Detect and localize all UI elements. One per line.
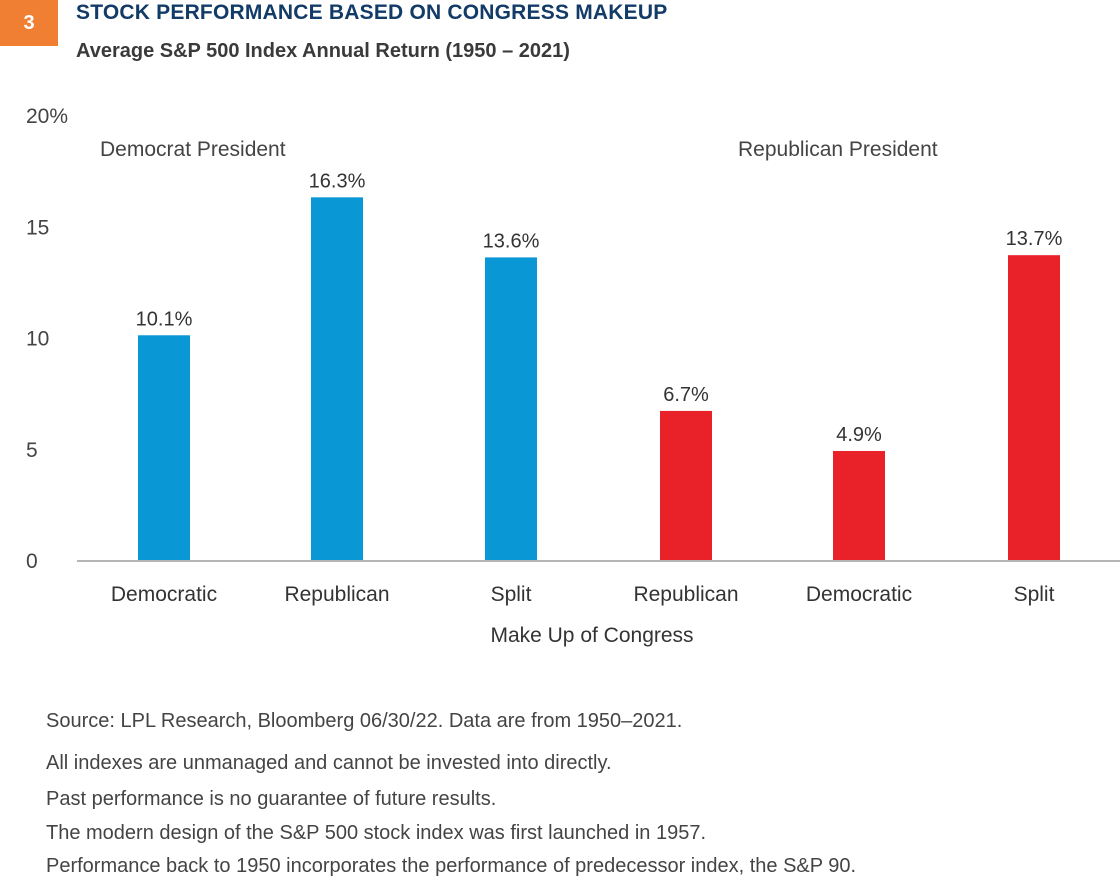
y-tick-label: 15 xyxy=(26,216,49,239)
bar xyxy=(833,450,885,560)
bar xyxy=(311,197,363,560)
group-label-democrat-president: Democrat President xyxy=(100,138,286,161)
data-label: 13.6% xyxy=(483,230,540,252)
data-label: 10.1% xyxy=(136,308,193,330)
y-tick-label: 10 xyxy=(26,328,49,351)
x-tick-label: Democratic xyxy=(806,583,912,606)
data-label: 6.7% xyxy=(663,384,709,406)
data-label: 16.3% xyxy=(309,170,366,192)
x-tick-label: Democratic xyxy=(111,583,217,606)
bar-chart: 0 5 10 15 20% Democrat President 10.1% Democrat… xyxy=(26,105,1120,647)
disclaimer-note-2: Past performance is no guarantee of futu… xyxy=(46,788,497,810)
x-tick-label: Republican xyxy=(284,583,389,606)
bar xyxy=(485,257,537,560)
data-label: 13.7% xyxy=(1006,228,1063,250)
disclaimer-note-3: The modern design of the S&P 500 stock i… xyxy=(46,822,707,844)
data-label: 4.9% xyxy=(836,424,882,446)
chart-title: STOCK PERFORMANCE BASED ON CONGRESS MAKE… xyxy=(76,1,668,24)
y-tick-label: 5 xyxy=(26,439,38,462)
bar xyxy=(660,410,712,560)
x-tick-label: Republican xyxy=(633,583,738,606)
bar xyxy=(1008,255,1060,561)
x-tick-label: Split xyxy=(1014,583,1055,606)
x-axis-title: Make Up of Congress xyxy=(490,624,693,647)
source-note: Source: LPL Research, Bloomberg 06/30/22… xyxy=(46,710,683,732)
group-label-republican-president: Republican President xyxy=(738,138,938,161)
chart-subtitle: Average S&P 500 Index Annual Return (195… xyxy=(76,40,570,62)
disclaimer-note-4: Performance back to 1950 incorporates th… xyxy=(46,855,857,877)
disclaimer-note-1: All indexes are unmanaged and cannot be … xyxy=(46,752,612,774)
figure-number-badge: 3 xyxy=(0,0,58,46)
y-tick-label: 0 xyxy=(26,550,38,573)
x-tick-label: Split xyxy=(491,583,532,606)
y-tick-label: 20% xyxy=(26,105,68,128)
bar xyxy=(138,335,190,560)
